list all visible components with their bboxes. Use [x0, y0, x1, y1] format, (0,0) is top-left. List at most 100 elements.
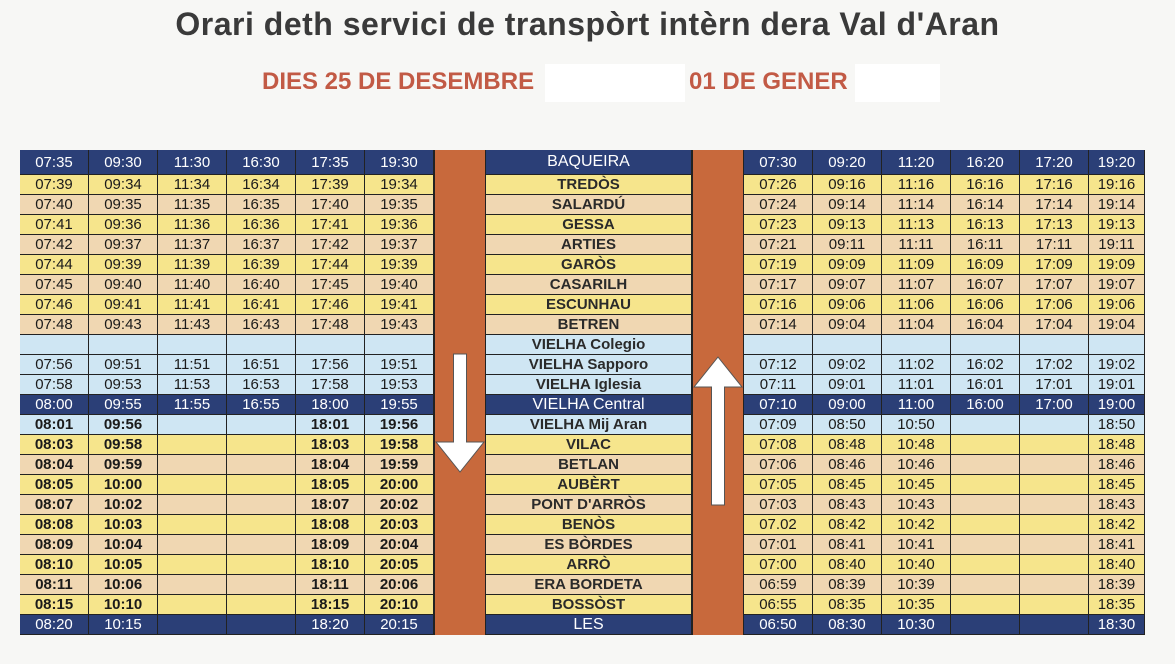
time-cell-left: 16:41: [227, 295, 296, 315]
time-cell-right: 19:06: [1089, 295, 1145, 315]
time-cell-right: 16:09: [951, 255, 1020, 275]
time-cell-right: 06:59: [744, 575, 813, 595]
time-cell-left: 18:08: [296, 515, 365, 535]
stop-name: ES BÒRDES: [486, 535, 692, 555]
time-cell-left: 09:53: [89, 375, 158, 395]
time-cell-right: [951, 555, 1020, 575]
time-cell-left: 10:03: [89, 515, 158, 535]
time-cell-left: 10:00: [89, 475, 158, 495]
time-cell-left: [227, 615, 296, 635]
time-cell-right: 16:02: [951, 355, 1020, 375]
time-cell-right: 10:40: [882, 555, 951, 575]
time-cell-left: 19:58: [365, 435, 434, 455]
time-cell-right: 19:09: [1089, 255, 1145, 275]
time-cell-left: 19:39: [365, 255, 434, 275]
time-cell-right: 18:39: [1089, 575, 1145, 595]
time-cell-left: 08:05: [20, 475, 89, 495]
time-cell-right: 07:06: [744, 455, 813, 475]
time-cell-left: 19:30: [365, 150, 434, 175]
time-cell-right: 07:17: [744, 275, 813, 295]
time-cell-left: 09:51: [89, 355, 158, 375]
stop-name: BOSSÒST: [486, 595, 692, 615]
time-cell-left: [227, 435, 296, 455]
time-cell-left: 18:07: [296, 495, 365, 515]
time-cell-right: 11:00: [882, 395, 951, 415]
time-cell-right: 16:07: [951, 275, 1020, 295]
time-cell-right: [813, 335, 882, 355]
arrow-up-icon: [692, 356, 744, 506]
time-cell-right: 08:40: [813, 555, 882, 575]
stop-name: PONT D'ARRÒS: [486, 495, 692, 515]
time-cell-left: 20:04: [365, 535, 434, 555]
time-cell-left: 10:04: [89, 535, 158, 555]
time-cell-left: 16:34: [227, 175, 296, 195]
time-cell-left: 16:35: [227, 195, 296, 215]
time-cell-right: 17:00: [1020, 395, 1089, 415]
time-cell-right: [1089, 335, 1145, 355]
time-cell-right: 18:48: [1089, 435, 1145, 455]
time-cell-right: 08:30: [813, 615, 882, 635]
time-cell-right: 16:01: [951, 375, 1020, 395]
time-cell-left: 11:51: [158, 355, 227, 375]
time-cell-left: 08:15: [20, 595, 89, 615]
time-cell-left: 17:35: [296, 150, 365, 175]
time-cell-left: 11:43: [158, 315, 227, 335]
stop-name: LES: [486, 615, 692, 635]
time-cell-right: 06:50: [744, 615, 813, 635]
time-cell-left: 17:48: [296, 315, 365, 335]
time-cell-left: 20:02: [365, 495, 434, 515]
time-cell-right: [882, 335, 951, 355]
time-cell-right: 16:04: [951, 315, 1020, 335]
time-cell-left: 17:39: [296, 175, 365, 195]
time-cell-right: [951, 595, 1020, 615]
time-cell-right: 10:48: [882, 435, 951, 455]
time-cell-right: 07:08: [744, 435, 813, 455]
time-cell-left: 18:04: [296, 455, 365, 475]
time-cell-right: [1020, 555, 1089, 575]
timetable: 07:35 09:30 11:30 16:30 17:35 19:30 BAQUEIRA 07…: [20, 150, 1145, 638]
stop-name: VIELHA Mij Aran: [486, 415, 692, 435]
time-cell-left: 19:36: [365, 215, 434, 235]
time-cell-left: 08:01: [20, 415, 89, 435]
time-cell-right: [951, 495, 1020, 515]
time-cell-left: 08:09: [20, 535, 89, 555]
time-cell-left: 18:03: [296, 435, 365, 455]
time-cell-left: 11:53: [158, 375, 227, 395]
time-cell-right: [1020, 595, 1089, 615]
time-cell-right: 07:23: [744, 215, 813, 235]
time-cell-left: [227, 335, 296, 355]
time-cell-right: 16:20: [951, 150, 1020, 175]
time-cell-right: [951, 455, 1020, 475]
time-cell-right: 19:20: [1089, 150, 1145, 175]
time-cell-left: [227, 495, 296, 515]
time-cell-left: 11:35: [158, 195, 227, 215]
time-cell-left: 09:35: [89, 195, 158, 215]
time-cell-right: 18:41: [1089, 535, 1145, 555]
days-right-label: 01 DE GENER: [689, 68, 848, 95]
time-cell-left: 11:37: [158, 235, 227, 255]
time-cell-left: 08:10: [20, 555, 89, 575]
time-cell-right: 08:48: [813, 435, 882, 455]
time-cell-right: 11:13: [882, 215, 951, 235]
time-cell-right: 11:20: [882, 150, 951, 175]
page-title: Orari deth servici de transpòrt intèrn d…: [175, 6, 1000, 42]
time-cell-right: 16:06: [951, 295, 1020, 315]
time-cell-right: 10:30: [882, 615, 951, 635]
time-cell-right: 09:14: [813, 195, 882, 215]
time-cell-right: 07:19: [744, 255, 813, 275]
time-cell-right: 11:14: [882, 195, 951, 215]
time-cell-right: 16:16: [951, 175, 1020, 195]
time-cell-right: 07:05: [744, 475, 813, 495]
time-cell-left: 16:40: [227, 275, 296, 295]
time-cell-right: [1020, 455, 1089, 475]
time-cell-right: 07:30: [744, 150, 813, 175]
time-cell-right: 17:13: [1020, 215, 1089, 235]
time-cell-left: 10:15: [89, 615, 158, 635]
time-cell-right: 18:45: [1089, 475, 1145, 495]
time-cell-right: 07:16: [744, 295, 813, 315]
time-cell-right: 11:16: [882, 175, 951, 195]
time-cell-right: [1020, 575, 1089, 595]
time-cell-right: 09:13: [813, 215, 882, 235]
time-cell-right: 11:01: [882, 375, 951, 395]
time-cell-left: 18:20: [296, 615, 365, 635]
